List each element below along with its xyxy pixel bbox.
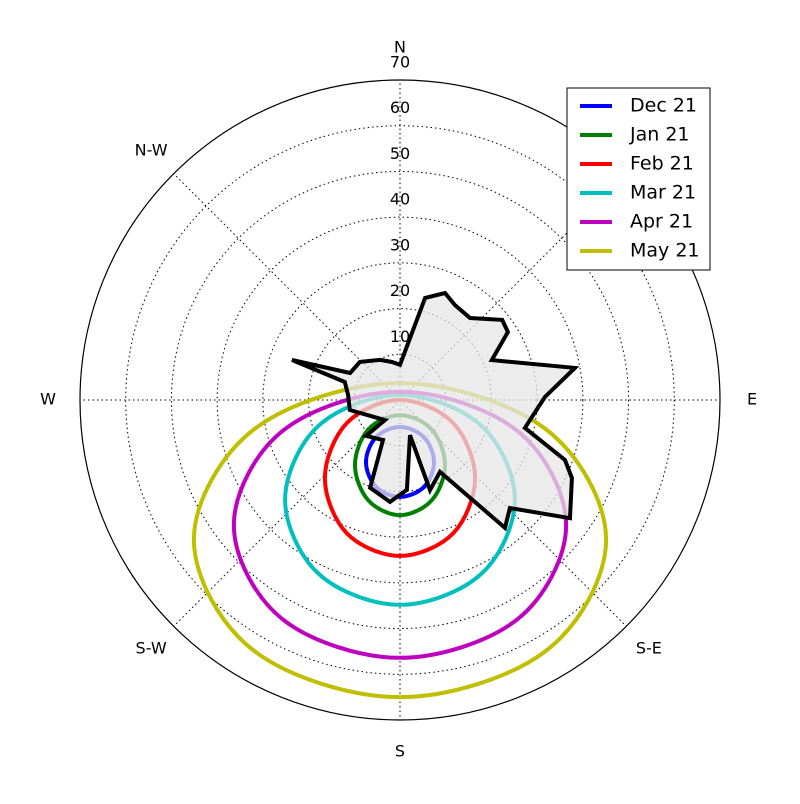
r-tick-label: 70 (390, 53, 410, 72)
legend-box (566, 87, 711, 271)
legend-label: Mar 21 (630, 182, 696, 204)
marks (191, 290, 609, 700)
grid-circle (125, 125, 675, 675)
angle-label: E (747, 390, 757, 409)
r-tick-label: 50 (390, 144, 410, 163)
legend: Dec 21 Jan 21 Feb 21 Mar 21 Apr 21 May 21 (566, 87, 711, 271)
angle-label: N-W (135, 141, 168, 160)
grid-circle (216, 216, 584, 584)
angle-label: W (40, 390, 56, 409)
r-tick-label: 20 (390, 281, 410, 300)
r-tick-label: 30 (390, 235, 410, 254)
r-tick-label: 60 (390, 98, 410, 117)
angle-label: S-W (136, 638, 167, 657)
legend-label: Dec 21 (630, 95, 697, 117)
grid-spoke (173, 173, 401, 401)
grid-spoke (173, 399, 401, 627)
grid-spoke (399, 399, 627, 627)
legend-label: Apr 21 (630, 211, 693, 233)
legend-label: Feb 21 (630, 153, 694, 175)
grid-circle (170, 170, 630, 630)
r-tick-label: 40 (390, 190, 410, 209)
sun-path (191, 381, 609, 700)
angle-label: N (394, 38, 406, 57)
legend-label: Jan 21 (629, 124, 690, 146)
r-tick-label: 10 (390, 327, 410, 346)
angle-label: S-E (636, 638, 662, 657)
angle-label: S (395, 742, 405, 761)
legend-label: May 21 (630, 240, 700, 262)
labels: 10203040506070NN-EES-ESS-WWN-W (40, 38, 757, 761)
wind-area (291, 290, 580, 532)
